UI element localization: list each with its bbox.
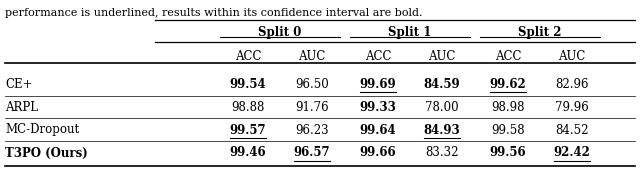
Text: 84.59: 84.59 (424, 77, 460, 91)
Text: AUC: AUC (558, 50, 586, 63)
Text: 96.50: 96.50 (295, 77, 329, 91)
Text: 99.64: 99.64 (360, 123, 396, 137)
Text: 84.93: 84.93 (424, 123, 460, 137)
Text: 99.66: 99.66 (360, 146, 396, 160)
Text: MC-Dropout: MC-Dropout (5, 123, 79, 137)
Text: 91.76: 91.76 (295, 100, 329, 114)
Text: Split 2: Split 2 (518, 26, 562, 39)
Text: 99.69: 99.69 (360, 77, 396, 91)
Text: 98.98: 98.98 (492, 100, 525, 114)
Text: Split 0: Split 0 (259, 26, 301, 39)
Text: 99.54: 99.54 (230, 77, 266, 91)
Text: 98.88: 98.88 (231, 100, 265, 114)
Text: 82.96: 82.96 (556, 77, 589, 91)
Text: AUC: AUC (298, 50, 326, 63)
Text: CE+: CE+ (5, 77, 33, 91)
Text: ARPL: ARPL (5, 100, 38, 114)
Text: performance is underlined, results within its confidence interval are bold.: performance is underlined, results withi… (5, 8, 422, 18)
Text: 99.46: 99.46 (230, 146, 266, 160)
Text: 96.23: 96.23 (295, 123, 329, 137)
Text: 99.58: 99.58 (491, 123, 525, 137)
Text: ACC: ACC (495, 50, 521, 63)
Text: 83.32: 83.32 (425, 146, 459, 160)
Text: Split 1: Split 1 (388, 26, 432, 39)
Text: 99.62: 99.62 (490, 77, 526, 91)
Text: 99.56: 99.56 (490, 146, 526, 160)
Text: 84.52: 84.52 (556, 123, 589, 137)
Text: 96.57: 96.57 (294, 146, 330, 160)
Text: 79.96: 79.96 (555, 100, 589, 114)
Text: AUC: AUC (428, 50, 456, 63)
Text: 92.42: 92.42 (554, 146, 591, 160)
Text: 99.57: 99.57 (230, 123, 266, 137)
Text: ACC: ACC (235, 50, 261, 63)
Text: T3PO (Ours): T3PO (Ours) (5, 146, 88, 160)
Text: ACC: ACC (365, 50, 391, 63)
Text: 78.00: 78.00 (425, 100, 459, 114)
Text: 99.33: 99.33 (360, 100, 396, 114)
